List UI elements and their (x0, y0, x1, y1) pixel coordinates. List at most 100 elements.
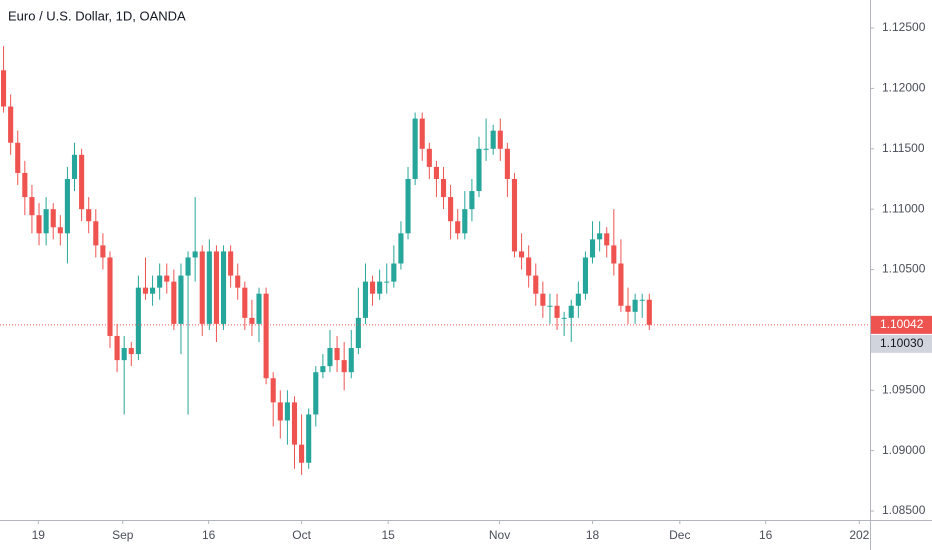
candle-body (150, 287, 156, 294)
candle-body (128, 348, 134, 355)
plot (0, 46, 652, 475)
candle-body (561, 317, 567, 319)
candle-body (426, 148, 432, 167)
candle-body (213, 251, 219, 324)
candle-body (618, 263, 624, 306)
candle-body (412, 118, 418, 179)
candle-body (611, 245, 617, 264)
candle-body (362, 281, 369, 318)
candle-body (135, 287, 141, 355)
candle-body (440, 178, 447, 198)
candle-body (192, 251, 198, 258)
chart-title: Euro / U.S. Dollar, 1D, OANDA (8, 8, 186, 23)
candle-body (433, 166, 439, 179)
x-tick-label: Nov (489, 528, 510, 542)
candle-body (533, 275, 539, 294)
candle-body (36, 215, 42, 234)
candle-body (64, 178, 70, 234)
candle-body (284, 402, 290, 421)
candle-body (29, 197, 35, 216)
candle-body (0, 70, 7, 107)
x-tick-label: 16 (202, 528, 216, 542)
candle-body (121, 348, 127, 361)
candle-body (419, 118, 425, 149)
candle-body (100, 245, 106, 258)
candle-body (277, 402, 283, 421)
candle-body (306, 414, 312, 463)
candle-body (93, 221, 99, 246)
candle-body (554, 305, 560, 318)
candle-body (341, 360, 347, 373)
candle-body (483, 148, 489, 150)
candle-body (320, 366, 326, 373)
x-tick-label: Dec (669, 528, 690, 542)
candle-body (228, 251, 234, 276)
candle-body (625, 305, 631, 312)
y-tick-label: 1.08500 (882, 503, 926, 517)
candle-body (299, 444, 305, 463)
candle-body (405, 178, 411, 234)
y-tick-label: 1.12000 (882, 81, 926, 95)
candle-body (511, 178, 518, 252)
candle-body (632, 299, 638, 312)
candle-body (639, 299, 645, 301)
candle-body (22, 172, 28, 198)
candle-body (526, 257, 532, 276)
candle-body (334, 348, 340, 361)
candle-body (71, 154, 78, 179)
x-tick-label: 202 (849, 528, 869, 542)
candle-body (114, 335, 120, 361)
candle-body (469, 191, 475, 210)
x-tick-label: 19 (32, 528, 46, 542)
secondary-price-label: 1.10030 (880, 336, 924, 350)
candle-body (398, 233, 404, 264)
y-tick-label: 1.12500 (882, 20, 926, 34)
candle-body (455, 221, 461, 234)
candle-body (157, 275, 163, 288)
candle-body (291, 402, 298, 445)
candle-body (369, 281, 376, 294)
candle-body (8, 106, 14, 143)
y-tick-label: 1.09000 (882, 443, 926, 457)
candle-body (242, 287, 248, 318)
candle-body (568, 305, 574, 318)
candle-body (185, 257, 191, 276)
candle-body (575, 293, 581, 306)
candle-body (377, 281, 383, 294)
candle-body (107, 257, 113, 336)
candle-body (313, 372, 319, 415)
candle-body (504, 148, 510, 179)
candle-body (448, 197, 454, 222)
candle-body (142, 287, 149, 294)
candle-body (43, 209, 49, 234)
candle-body (199, 251, 205, 324)
candle-body (490, 130, 496, 149)
candle-body (79, 154, 85, 210)
secondary-price-tag (871, 334, 932, 353)
candle-body (263, 293, 269, 379)
candle-body (206, 251, 212, 324)
candle-body (171, 281, 177, 324)
candle-body (355, 317, 361, 349)
y-tick-label: 1.11000 (882, 201, 925, 215)
x-tick-label: 15 (381, 528, 395, 542)
candle-body (50, 209, 56, 228)
x-tick-label: Oct (292, 528, 311, 542)
candle-body (582, 257, 588, 294)
y-tick-label: 1.10500 (882, 262, 926, 276)
y-tick-label: 1.09500 (882, 382, 926, 396)
last-price-tag (871, 315, 932, 334)
candle-body (220, 251, 227, 324)
candle-body (384, 281, 390, 283)
candle-body (270, 378, 276, 403)
x-tick-label: 18 (586, 528, 600, 542)
candle-body (57, 227, 63, 234)
candle-body (462, 209, 468, 234)
candle-body (391, 263, 397, 282)
candle-body (519, 251, 525, 258)
candle-body (164, 275, 170, 282)
candle-body (15, 142, 21, 173)
candle-body (597, 233, 603, 240)
